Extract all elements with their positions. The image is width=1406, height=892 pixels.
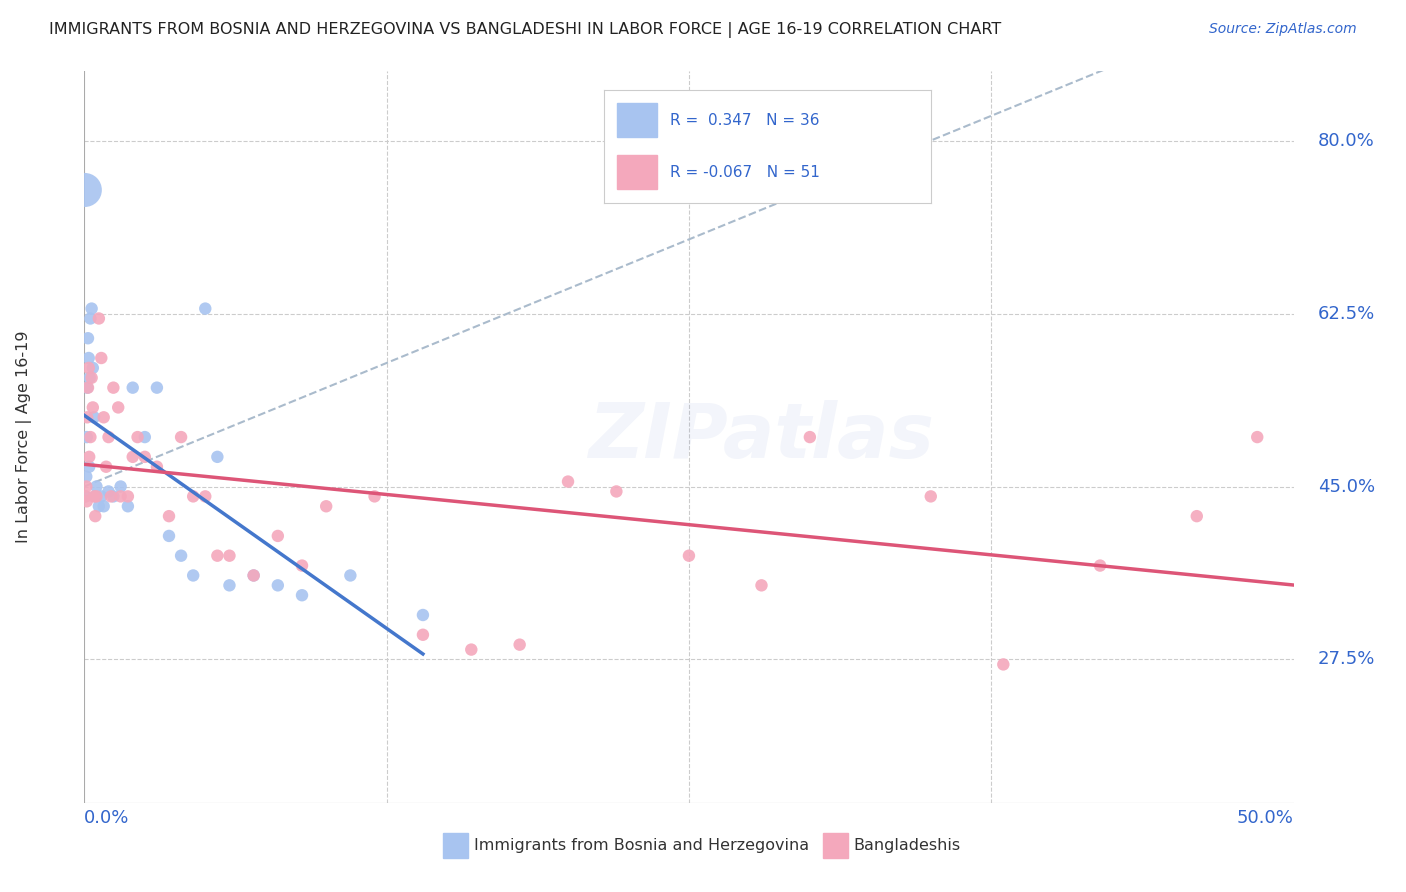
Point [79,311,101,326]
Text: In Labor Force | Age 16-19: In Labor Force | Age 16-19 [15,331,32,543]
Point [75,489,97,503]
Point [751,578,773,592]
Point [107,401,129,415]
Point [75,469,97,483]
Point [412,607,434,622]
Point [80,301,103,316]
Point [207,549,229,563]
Point [90,351,112,365]
Point [218,578,240,592]
Point [83,410,105,425]
Point [84,489,107,503]
Text: 80.0%: 80.0% [1317,131,1375,150]
Point [73,183,96,197]
Point [84,509,107,524]
Point [242,568,264,582]
Point [605,484,627,499]
Point [77,450,100,464]
Point [117,500,139,514]
Point [86,479,108,493]
Point [194,301,217,316]
Point [93,500,115,514]
Point [110,479,132,493]
Point [121,381,143,395]
Point [87,311,110,326]
Point [76,430,98,444]
Point [1185,509,1208,524]
Point [87,500,110,514]
Text: ZIPatlas: ZIPatlas [589,401,935,474]
Point [181,489,204,503]
Point [207,450,229,464]
Point [77,360,100,375]
Text: 45.0%: 45.0% [1317,477,1375,495]
Point [291,588,314,602]
Point [117,489,139,503]
Point [363,489,385,503]
Point [77,381,100,395]
Point [315,500,337,514]
Point [79,371,101,385]
Point [77,351,100,365]
Point [146,381,169,395]
Point [77,459,100,474]
Point [134,430,156,444]
Point [267,529,290,543]
Point [339,568,361,582]
Point [170,430,193,444]
Point [291,558,314,573]
Point [82,360,104,375]
Text: IMMIGRANTS FROM BOSNIA AND HERZEGOVINA VS BANGLADESHI IN LABOR FORCE | AGE 16-19: IMMIGRANTS FROM BOSNIA AND HERZEGOVINA V… [49,22,1001,38]
Point [218,549,240,563]
Point [97,484,120,499]
Point [157,529,180,543]
Point [76,410,98,425]
Point [83,489,105,503]
Point [127,430,149,444]
Point [90,489,112,503]
Point [1246,430,1268,444]
Text: 0.0%: 0.0% [84,809,129,827]
Text: Source: ZipAtlas.com: Source: ZipAtlas.com [1209,22,1357,37]
Point [242,568,264,582]
Point [920,489,942,503]
Point [77,331,100,345]
Point [146,459,169,474]
Point [103,381,125,395]
Point [97,430,120,444]
Point [267,578,290,592]
Point [460,642,482,657]
Point [121,450,143,464]
Point [194,489,217,503]
Point [80,371,103,385]
Text: 50.0%: 50.0% [1237,809,1294,827]
Point [79,430,101,444]
Point [76,494,98,508]
Point [86,489,108,503]
Point [93,410,115,425]
Point [100,489,122,503]
Point [94,459,117,474]
Point [509,638,531,652]
Point [170,549,193,563]
Point [1088,558,1111,573]
Text: Immigrants from Bosnia and Herzegovina: Immigrants from Bosnia and Herzegovina [474,838,808,853]
Point [557,475,579,489]
Point [76,381,98,395]
Point [110,489,132,503]
Point [181,568,204,582]
Text: 62.5%: 62.5% [1317,304,1375,323]
Point [82,401,104,415]
Point [412,628,434,642]
Point [75,489,97,503]
Text: 27.5%: 27.5% [1317,650,1375,668]
Point [157,509,180,524]
Point [993,657,1015,672]
Point [678,549,700,563]
Point [103,489,125,503]
Point [134,450,156,464]
Point [75,479,97,493]
Point [799,430,821,444]
Text: Bangladeshis: Bangladeshis [853,838,960,853]
